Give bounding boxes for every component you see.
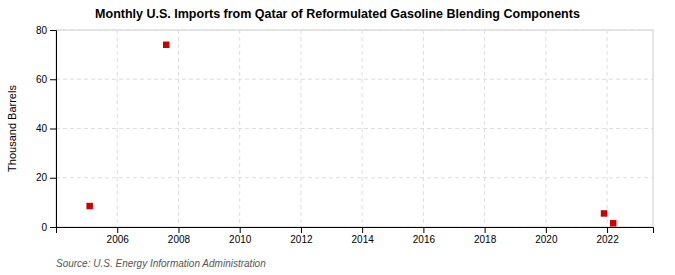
y-axis-tick-mark	[50, 227, 56, 228]
y-axis-tick: 60	[36, 74, 56, 85]
plot-frame	[56, 30, 653, 227]
x-axis-tick-mark	[607, 227, 608, 233]
x-axis-tick: 2006	[107, 227, 130, 245]
y-axis-title: Thousand Barrels	[6, 85, 18, 172]
x-axis-tick: 2014	[352, 227, 375, 245]
y-axis-tick: 0	[41, 222, 56, 233]
x-axis-tick: 2020	[535, 227, 558, 245]
x-axis-tick-label: 2020	[535, 234, 558, 245]
y-axis-tick-label: 0	[41, 222, 47, 233]
y-axis-tick-mark	[50, 79, 56, 80]
x-axis-tick-mark	[546, 227, 547, 233]
x-axis-tick-mark	[362, 227, 363, 233]
y-axis: 0 20 40 60 80	[36, 25, 57, 233]
x-axis-tick-label: 2008	[168, 234, 191, 245]
x-axis-tick: 2018	[474, 227, 497, 245]
point	[163, 42, 169, 48]
x-axis: 2006 2008 2010 2012 2014 2016 2018 2020 2022	[57, 227, 654, 245]
y-axis-tick-label: 60	[36, 74, 48, 85]
x-axis-tick-label: 2016	[413, 234, 436, 245]
y-axis-tick: 80	[36, 25, 56, 36]
grid-line-y	[56, 79, 653, 80]
x-axis-tick: 2022	[596, 227, 619, 245]
chart: 2006 2008 2010 2012 2014 2016 2018 2020 2022 0 20 4…	[0, 0, 675, 275]
x-axis-tick-mark	[423, 227, 424, 233]
y-axis-tick-mark	[50, 178, 56, 179]
x-axis-tick-label: 2014	[352, 234, 375, 245]
x-axis-tick-mark	[485, 227, 486, 233]
x-axis-tick: 2016	[413, 227, 436, 245]
y-axis-tick-mark	[50, 129, 56, 130]
y-axis-tick-label: 80	[36, 25, 48, 36]
x-axis-tick-label: 2012	[290, 234, 313, 245]
x-axis-tick: 2008	[168, 227, 191, 245]
grid-line-x	[362, 30, 363, 227]
x-axis-line	[57, 228, 654, 234]
y-axis-tick-label: 20	[36, 172, 48, 183]
point	[601, 210, 607, 216]
x-axis-tick-label: 2006	[107, 234, 130, 245]
title: Monthly U.S. Imports from Qatar of Refor…	[95, 7, 580, 21]
grid-line-x	[607, 30, 608, 227]
x-axis-tick: 2012	[290, 227, 313, 245]
plot: 2006 2008 2010 2012 2014 2016 2018 2020 2022 0 20 4…	[36, 25, 654, 245]
points	[86, 42, 616, 227]
grid-line-x	[117, 30, 118, 227]
y-axis-tick-label: 40	[36, 123, 48, 134]
x-axis-tick-label: 2022	[596, 234, 619, 245]
x-axis-tick-mark	[301, 227, 302, 233]
y-axis-tick: 20	[36, 172, 56, 183]
grid-line-y	[56, 128, 653, 129]
x-axis-tick-mark	[178, 227, 179, 233]
point	[610, 220, 616, 226]
y-axis-line	[50, 31, 57, 228]
x-axis-tick-mark	[117, 227, 118, 233]
x-axis-tick-label: 2018	[474, 234, 497, 245]
source: Source: U.S. Energy Information Administ…	[56, 258, 266, 269]
y-axis-tick-mark	[50, 30, 56, 31]
x-axis-tick-mark	[240, 227, 241, 233]
x-axis-tick: 2010	[229, 227, 252, 245]
x-axis-tick-label: 2010	[229, 234, 252, 245]
y-axis-tick: 40	[36, 123, 56, 134]
grid-line-y	[56, 177, 653, 178]
grid-line-y	[56, 30, 653, 31]
grid	[56, 30, 653, 227]
point	[86, 203, 92, 209]
